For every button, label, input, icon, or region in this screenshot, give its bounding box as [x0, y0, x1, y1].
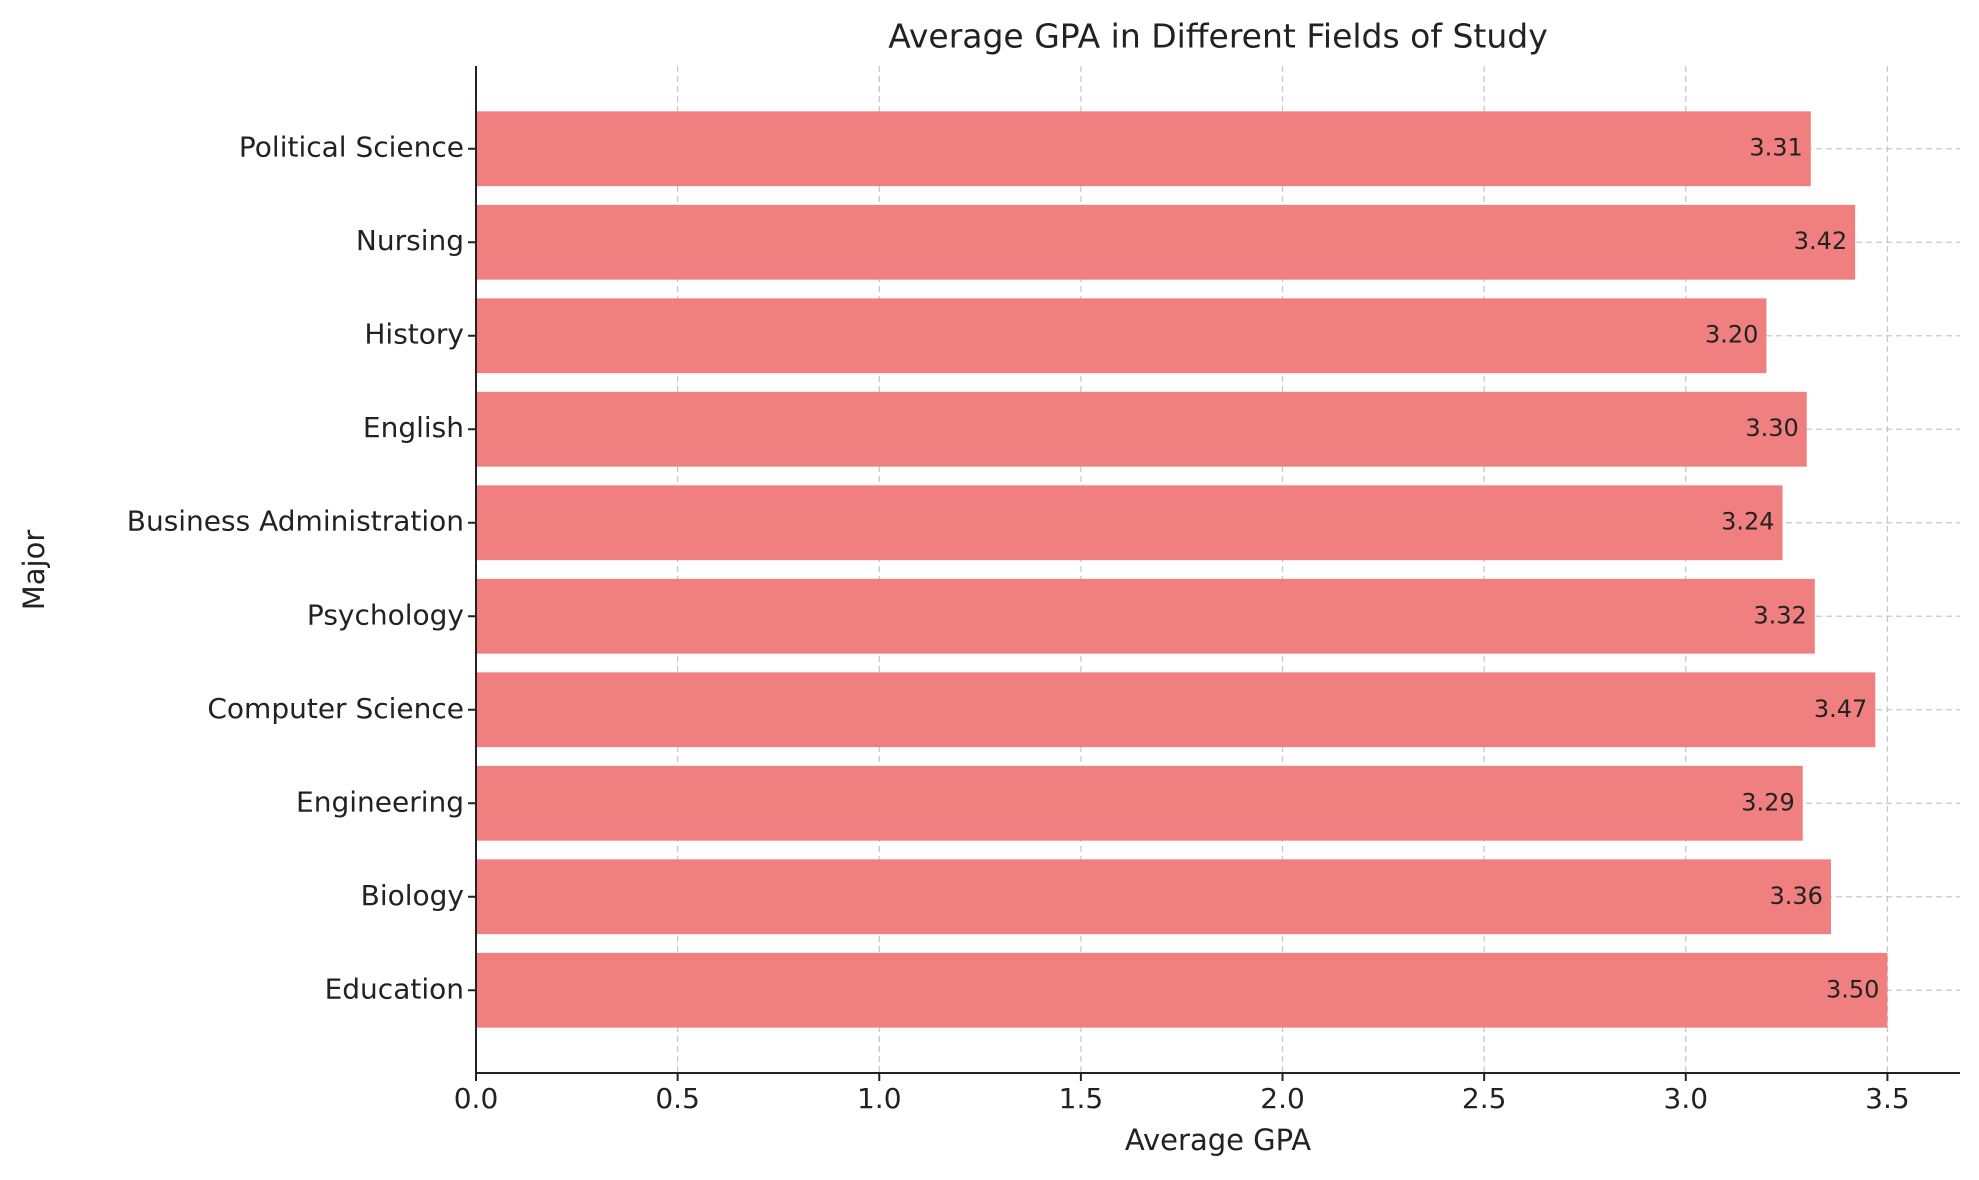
x-tick-label: 1.0 [857, 1082, 902, 1115]
x-tick-label: 2.5 [1462, 1082, 1507, 1115]
y-tick-label: English [363, 411, 464, 444]
value-label: 3.31 [1749, 134, 1802, 162]
y-tick-label: Education [325, 972, 464, 1005]
x-axis-label: Average GPA [1125, 1123, 1311, 1157]
x-tick-label: 1.5 [1059, 1082, 1104, 1115]
x-tick-label: 0.5 [655, 1082, 700, 1115]
bar [476, 952, 1888, 1028]
chart-title: Average GPA in Different Fields of Study [888, 17, 1548, 56]
y-tick-label: Engineering [296, 785, 464, 818]
x-tick-label: 3.5 [1865, 1082, 1910, 1115]
y-tick-label: Political Science [239, 131, 464, 164]
bar [476, 765, 1803, 841]
x-tick-label: 0.0 [454, 1082, 499, 1115]
y-axis-label: Major [17, 530, 51, 611]
bar [476, 204, 1856, 280]
y-tick-label: Biology [361, 879, 464, 912]
bar [476, 298, 1767, 374]
bar [476, 391, 1807, 467]
value-label: 3.29 [1741, 788, 1794, 816]
bar [476, 111, 1811, 187]
y-tick-label: Nursing [356, 224, 464, 257]
bar [476, 672, 1876, 748]
bar [476, 485, 1783, 561]
value-label: 3.32 [1753, 601, 1806, 629]
bar [476, 578, 1815, 654]
x-tick-label: 2.0 [1260, 1082, 1305, 1115]
y-tick-label: Computer Science [207, 692, 464, 725]
value-label: 3.36 [1770, 882, 1823, 910]
x-tick-label: 3.0 [1664, 1082, 1709, 1115]
value-label: 3.50 [1826, 975, 1879, 1003]
value-label: 3.42 [1794, 227, 1847, 255]
y-tick-label: Psychology [307, 598, 464, 631]
value-label: 3.20 [1705, 321, 1758, 349]
value-label: 3.24 [1721, 508, 1774, 536]
y-tick-label: Business Administration [127, 505, 464, 538]
y-tick-label: History [364, 318, 464, 351]
value-label: 3.30 [1745, 414, 1798, 442]
bar [476, 859, 1831, 935]
value-label: 3.47 [1814, 695, 1867, 723]
